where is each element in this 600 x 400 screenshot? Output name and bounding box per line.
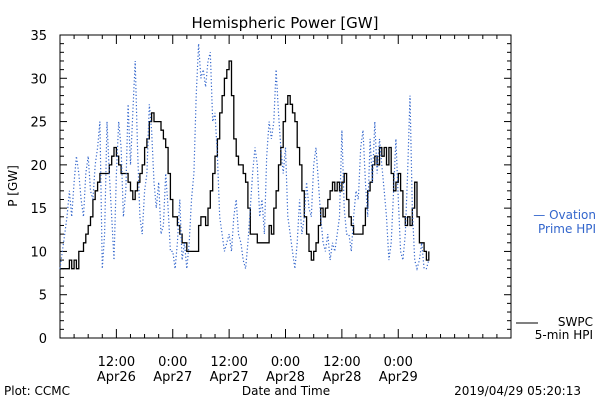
plot-timestamp: 2019/04/29 05:20:13	[454, 384, 581, 398]
x-tick-time-label: 12:00	[98, 355, 135, 370]
x-tick-time-label: 0:00	[158, 355, 187, 370]
x-tick-date-label: Apr26	[97, 370, 136, 385]
legend-swpc-line2: 5-min HPI	[535, 328, 593, 342]
x-tick-date-label: Apr28	[266, 370, 305, 385]
y-tick-label: 35	[30, 29, 47, 44]
y-tick-label: 25	[30, 116, 47, 131]
chart-title: Hemispheric Power [GW]	[192, 14, 379, 32]
y-tick-label: 5	[39, 289, 47, 304]
y-tick-label: 20	[30, 159, 47, 174]
x-tick-time-label: 12:00	[210, 355, 247, 370]
x-tick-time-label: 0:00	[384, 355, 413, 370]
plot-credit: Plot: CCMC	[4, 384, 70, 398]
x-tick-time-label: 0:00	[271, 355, 300, 370]
axes: 0510152025303512:00Apr260:00Apr2712:00Ap…	[30, 29, 512, 385]
series-line-swpc	[60, 60, 430, 270]
series-layer	[59, 43, 430, 271]
y-tick-label: 10	[30, 245, 47, 260]
x-tick-date-label: Apr27	[153, 370, 192, 385]
x-tick-date-label: Apr29	[379, 370, 418, 385]
y-axis-label: P [GW]	[6, 165, 20, 207]
legend-ovation-line1: — Ovation	[533, 208, 596, 222]
x-tick-time-label: 12:00	[323, 355, 360, 370]
legend-swpc-line1: SWPC	[558, 315, 593, 329]
y-tick-label: 15	[30, 202, 47, 217]
y-tick-label: 30	[30, 72, 47, 87]
x-tick-date-label: Apr28	[322, 370, 361, 385]
legend-ovation-line2: Prime HPI	[538, 222, 596, 236]
x-axis-label: Date and Time	[242, 384, 330, 398]
x-tick-date-label: Apr27	[210, 370, 249, 385]
y-tick-label: 0	[39, 332, 47, 347]
